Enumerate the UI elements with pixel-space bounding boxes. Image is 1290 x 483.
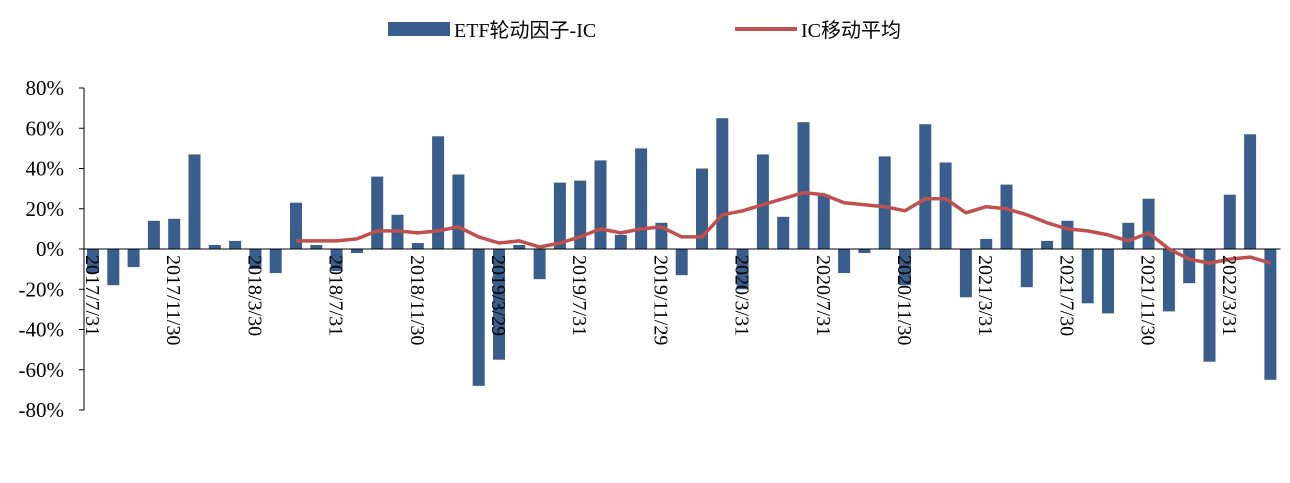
legend-label-ma: IC移动平均	[801, 20, 901, 42]
bar-12	[330, 249, 343, 272]
bar-22	[533, 249, 546, 280]
bar-50	[1102, 249, 1114, 314]
y-tick-label-8: -80%	[19, 398, 65, 422]
y-tick-label-7: -60%	[19, 358, 65, 382]
bar-20	[493, 249, 505, 360]
bar-26	[614, 234, 627, 249]
bar-3	[147, 220, 160, 249]
x-tick-label-20: 2019/3/29	[487, 255, 509, 336]
x-tick-label-8: 2018/3/30	[243, 255, 265, 336]
bar-46	[1020, 249, 1033, 288]
x-tick-label-48: 2021/7/30	[1055, 255, 1077, 336]
bar-37	[838, 249, 851, 274]
legend-item-ma: IC移动平均	[735, 14, 901, 43]
bar-25	[594, 160, 607, 249]
bar-53	[1162, 249, 1175, 312]
x-tick-label-32: 2020/3/31	[731, 255, 753, 336]
axes	[79, 87, 1281, 411]
x-tick-label-12: 2018/7/31	[325, 255, 347, 336]
chart-legend: ETF轮动因子-IC IC移动平均	[0, 14, 1290, 46]
bar-42	[939, 162, 952, 249]
bar-1	[107, 249, 120, 286]
bar-33	[756, 154, 769, 249]
x-tick-label-0: 2017/7/31	[81, 255, 103, 336]
bar-44	[980, 238, 993, 249]
bar-45	[1000, 184, 1013, 249]
bar-36	[817, 194, 830, 249]
bar-43	[959, 249, 972, 298]
bar-57	[1244, 134, 1257, 249]
bar-5	[188, 154, 201, 249]
bar-27	[635, 148, 648, 249]
line-series	[296, 190, 1271, 265]
bar-55	[1203, 249, 1216, 362]
x-tick-label-56: 2022/3/31	[1218, 255, 1240, 336]
x-tick-label-4: 2017/11/30	[162, 255, 184, 345]
bar-54	[1183, 249, 1196, 284]
bar-40	[899, 249, 911, 286]
bar-48	[1061, 220, 1074, 249]
y-tick-label-2: 40%	[26, 157, 65, 181]
ma-line	[296, 190, 1271, 265]
bar-31	[716, 118, 729, 249]
bar-16	[411, 243, 424, 249]
y-tick-label-4: 0%	[36, 237, 64, 261]
bar-17	[432, 136, 445, 249]
y-tick-label-6: -40%	[19, 318, 65, 342]
legend-item-ic: ETF轮动因子-IC	[388, 14, 596, 43]
legend-swatch-bar	[388, 21, 450, 36]
bar-52	[1142, 198, 1155, 249]
bar-32	[736, 249, 749, 290]
y-tick-label-3: 20%	[26, 197, 65, 221]
bar-30	[696, 168, 708, 249]
bar-0	[87, 249, 99, 274]
bar-2	[127, 249, 140, 268]
bar-7	[229, 240, 242, 249]
bar-10	[290, 202, 302, 249]
x-tick-label-24: 2019/7/31	[568, 255, 590, 336]
x-tick-label-44: 2021/3/31	[974, 255, 996, 336]
bar-19	[472, 249, 485, 386]
bar-4	[168, 218, 181, 249]
bar-series	[87, 118, 1277, 386]
bar-23	[553, 182, 566, 249]
bar-18	[452, 174, 465, 249]
bar-6	[208, 245, 221, 249]
legend-label-ic: ETF轮动因子-IC	[454, 20, 597, 42]
bar-34	[777, 216, 790, 249]
bar-49	[1081, 249, 1094, 304]
bar-38	[858, 249, 871, 253]
legend-swatch-line	[735, 26, 797, 31]
y-tick-label-5: -20%	[19, 277, 65, 301]
bar-29	[675, 249, 688, 276]
bar-35	[797, 122, 810, 249]
bar-41	[919, 124, 932, 249]
x-tick-label-40: 2020/11/30	[893, 255, 915, 345]
x-tick-label-52: 2021/11/30	[1137, 255, 1159, 345]
bar-47	[1041, 240, 1054, 249]
y-tick-label-1: 60%	[26, 116, 65, 140]
bar-24	[574, 180, 587, 249]
x-tick-label-28: 2019/11/29	[649, 255, 671, 345]
bar-9	[269, 249, 282, 274]
x-tick-label-36: 2020/7/31	[812, 255, 834, 336]
bar-8	[249, 249, 262, 270]
y-axis-labels: 80% 60% 40% 20% 0% -20% -40% -60% -80%	[19, 76, 65, 422]
bar-39	[878, 156, 891, 249]
bar-14	[371, 176, 384, 249]
bar-51	[1122, 222, 1135, 249]
bar-13	[350, 249, 363, 253]
bar-56	[1223, 194, 1236, 249]
y-tick-label-0: 80%	[26, 76, 65, 100]
bar-21	[513, 245, 526, 249]
x-tick-label-16: 2018/11/30	[406, 255, 428, 345]
bar-58	[1264, 249, 1277, 380]
bar-11	[310, 245, 323, 249]
x-axis-labels: 2017/7/31 2017/11/30 2018/3/30 2018/7/31 201…	[81, 255, 1240, 345]
